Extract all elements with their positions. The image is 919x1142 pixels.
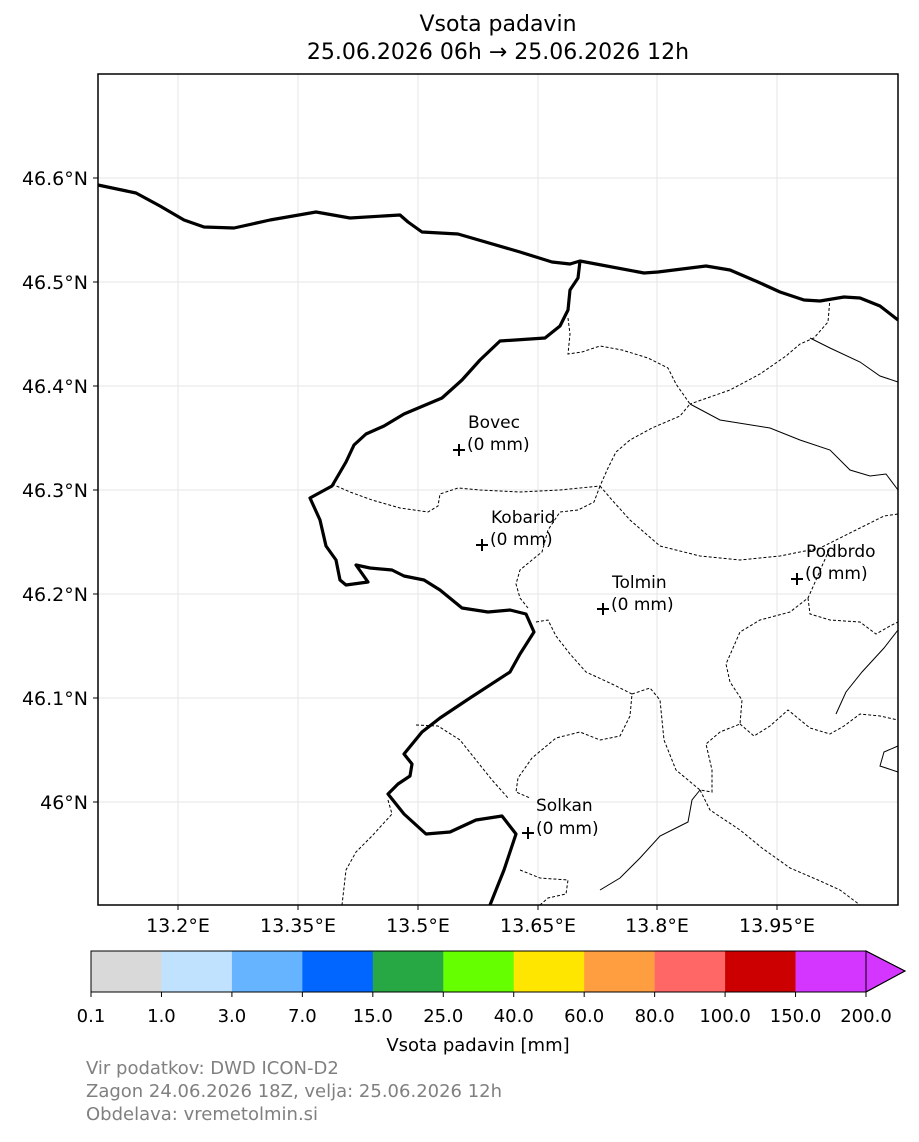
colorbar-ticks: 0.1 1.0 3.0 7.0 15.0 25.0 40.0 60.0 80.0 100.0 150… [77,992,892,1027]
y-tick-label: 46.1°N [22,688,88,710]
crosshair-marker-icon [522,827,534,839]
colorbar-tick-label: 1.0 [147,1006,176,1027]
colorbar-tick-label: 25.0 [423,1006,463,1027]
y-tick-label: 46.5°N [22,272,88,294]
x-tick-label: 13.8°E [625,915,689,937]
location-name: Podbrdo [806,542,876,562]
colorbar-segment [161,951,233,992]
footer-processing: Obdelava: vremetolmin.si [86,1104,319,1125]
colorbar-tick-label: 150.0 [770,1006,822,1027]
location-value: (0 mm) [536,819,599,839]
y-tick-label: 46°N [40,792,88,814]
colorbar-tick-label: 80.0 [635,1006,675,1027]
chart-title: Vsota padavin [419,12,577,37]
colorbar-segment [795,951,867,992]
colorbar-tick-label: 60.0 [564,1006,604,1027]
crosshair-marker-icon [453,444,465,456]
colorbar-tick-label: 7.0 [288,1006,317,1027]
colorbar-segment [231,951,303,992]
y-tick-label: 46.2°N [22,584,88,606]
crosshair-marker-icon [476,539,488,551]
colorbar-segment [91,951,162,992]
colorbar-tick-label: 200.0 [840,1006,892,1027]
colorbar-segment [654,951,726,992]
colorbar-segment [372,951,444,992]
national-borders [97,183,899,906]
x-tick-label: 13.35°E [260,915,336,937]
y-tick-label: 46.4°N [22,376,88,398]
y-tick-label: 46.6°N [22,168,88,190]
location-value: (0 mm) [611,595,674,615]
colorbar-segment [584,951,655,992]
colorbar-segment [443,951,515,992]
location-solkan: Solkan (0 mm) [522,796,599,839]
x-tick-label: 13.95°E [739,915,815,937]
colorbar-tick-label: 100.0 [699,1006,751,1027]
colorbar-tick-label: 40.0 [494,1006,534,1027]
location-value: (0 mm) [805,564,868,584]
colorbar-outline [90,950,907,993]
footer-run: Zagon 24.06.2026 18Z, velja: 25.06.2026 … [86,1081,503,1102]
location-bovec: Bovec (0 mm) [453,413,530,456]
footer-source: Vir podatkov: DWD ICON-D2 [86,1058,339,1079]
colorbar-segment [513,951,585,992]
colorbar-tick-label: 15.0 [353,1006,393,1027]
colorbar-label: Vsota padavin [mm] [386,1035,569,1056]
colorbar-segment [725,951,796,992]
chart-subtitle: 25.06.2026 06h → 25.06.2026 12h [306,40,690,65]
municipal-boundaries [331,297,899,906]
x-tick-label: 13.65°E [500,915,576,937]
crosshair-marker-icon [791,573,803,585]
location-name: Tolmin [611,573,667,593]
colorbar-tick-label: 3.0 [218,1006,247,1027]
colorbar-segments [91,951,867,992]
colorbar: 0.1 1.0 3.0 7.0 15.0 25.0 40.0 60.0 80.0 100.0 150… [77,950,907,1056]
grid [98,74,898,905]
location-value: (0 mm) [467,435,530,455]
crosshair-marker-icon [597,603,609,615]
location-tolmin: Tolmin (0 mm) [597,573,674,615]
location-value: (0 mm) [490,530,553,550]
colorbar-extend-arrow [865,950,907,993]
location-name: Kobarid [491,508,555,528]
colorbar-segment [302,951,374,992]
y-tick-label: 46.3°N [22,480,88,502]
location-name: Bovec [468,413,520,433]
location-kobarid: Kobarid (0 mm) [476,508,555,551]
x-tick-label: 13.5°E [386,915,450,937]
axis-ticks [93,177,778,910]
x-tick-label: 13.2°E [146,915,210,937]
location-podbrdo: Podbrdo (0 mm) [791,542,876,585]
colorbar-tick-label: 0.1 [77,1006,106,1027]
location-name: Solkan [536,796,593,816]
